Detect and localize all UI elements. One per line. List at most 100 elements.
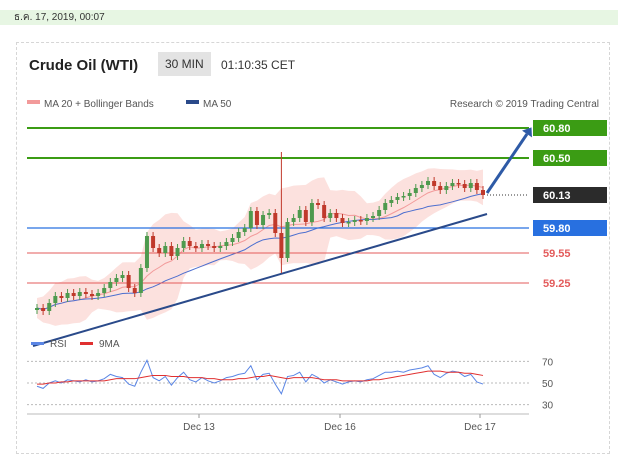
rsi-legend: RSI 9MA [31, 339, 120, 350]
candle-body [450, 183, 455, 186]
level-labels: 60.80 60.50 60.13 59.80 59.55 59.25 [533, 120, 607, 290]
candle-body [401, 196, 406, 198]
rsi-legend-label: RSI [50, 339, 67, 350]
rsi-tick-30: 30 [542, 401, 554, 412]
candle-body [248, 211, 253, 228]
candle-body [132, 288, 137, 293]
candle-body [383, 203, 388, 210]
candle-body [316, 203, 321, 205]
candle-body [47, 303, 52, 311]
candle-body [120, 275, 125, 278]
candle-body [157, 248, 162, 253]
candle-body [193, 246, 198, 248]
candle-body [212, 246, 217, 248]
candle-body [41, 308, 46, 311]
candle-body [230, 238, 235, 242]
candle-body [138, 268, 143, 293]
support-trendline [32, 213, 488, 347]
candle-body [334, 213, 339, 218]
candle-body [96, 293, 101, 296]
candle-body [395, 197, 400, 200]
candle-body [163, 246, 168, 253]
candle-body [254, 211, 259, 225]
candle-body [108, 282, 113, 288]
level-tag-59.80 [533, 220, 607, 236]
level-tag-60.13 [533, 187, 607, 203]
candle-body [426, 181, 431, 185]
chart-card: Crude Oil (WTI) 30 MIN 01:10:35 CET MA 2… [16, 42, 610, 454]
candle-body [267, 213, 272, 215]
candle-body [303, 210, 308, 222]
ma9-legend-swatch [80, 342, 93, 345]
candle-body [206, 244, 211, 246]
candle-body [242, 228, 247, 232]
candle-body [291, 218, 296, 222]
level-label-59.25: 59.25 [543, 278, 571, 290]
instrument-title: Crude Oil (WTI) [29, 57, 139, 74]
candle-body [340, 218, 345, 223]
candle-body [144, 236, 149, 268]
candle-body [102, 288, 107, 293]
candle-body [377, 210, 382, 216]
bollinger-band-fill [37, 168, 483, 326]
candle-body [35, 308, 39, 310]
candle-body [65, 293, 70, 298]
candle-body [261, 215, 266, 225]
candle-body [407, 193, 412, 196]
candle-body [181, 241, 186, 248]
ma50-line [36, 193, 484, 311]
candle-body [474, 183, 479, 190]
rsi-tick-50: 50 [542, 379, 554, 390]
candle-body [438, 186, 443, 190]
candle-body [309, 203, 314, 222]
ma20-line [36, 184, 484, 311]
x-tick-label: Dec 17 [464, 422, 496, 433]
timeframe-badge[interactable]: 30 MIN [158, 52, 211, 76]
candle-body [462, 184, 467, 188]
candle-body [322, 205, 327, 218]
ma9-legend-label: 9MA [99, 339, 120, 350]
candle-body [352, 220, 357, 222]
ma50-legend-swatch [186, 100, 199, 104]
credit-label: Research © 2019 Trading Central [450, 99, 599, 110]
x-axis: Dec 13 Dec 16 Dec 17 [27, 413, 529, 433]
level-label-60.50: 60.50 [543, 153, 571, 165]
candle-body [199, 244, 204, 248]
candle-body [444, 186, 449, 190]
candle-body [285, 222, 290, 258]
level-tag-60.50 [533, 150, 607, 166]
date-bar: ธ.ค. 17, 2019, 00:07 [0, 10, 618, 25]
candle-body [187, 241, 192, 246]
candle-body [481, 190, 485, 195]
level-label-60.80: 60.80 [543, 123, 571, 135]
candle-body [279, 233, 284, 258]
candle-body [53, 296, 58, 303]
candle-body [151, 236, 156, 248]
ma50-legend-label: MA 50 [203, 99, 232, 110]
candle-body [328, 213, 333, 218]
candle-body [236, 232, 241, 238]
candle-body [59, 296, 64, 298]
candle-body [273, 213, 278, 233]
x-tick-label: Dec 16 [324, 422, 356, 433]
candle-body [114, 278, 119, 282]
price-chart: MA 20 + Bollinger Bands MA 50 Research ©… [27, 99, 607, 433]
x-tick-label: Dec 13 [183, 422, 215, 433]
candle-body [468, 183, 473, 188]
candle-body [89, 294, 94, 296]
candle-body [71, 293, 76, 296]
candle-body [77, 292, 82, 296]
candle-body [371, 216, 376, 218]
candle-body [83, 292, 88, 294]
level-label-60.13: 60.13 [543, 190, 571, 202]
rsi-tick-70: 70 [542, 357, 554, 368]
candle-body [126, 275, 131, 288]
level-lines [27, 127, 529, 284]
candle-body [346, 222, 351, 224]
candle-body [413, 188, 418, 193]
chart-time: 01:10:35 CET [221, 58, 296, 72]
chart-header: Crude Oil (WTI) 30 MIN 01:10:35 CET [17, 43, 609, 87]
candle-body [358, 220, 363, 222]
rsi-panel: 70 50 30 [27, 357, 554, 412]
level-label-59.80: 59.80 [543, 223, 571, 235]
